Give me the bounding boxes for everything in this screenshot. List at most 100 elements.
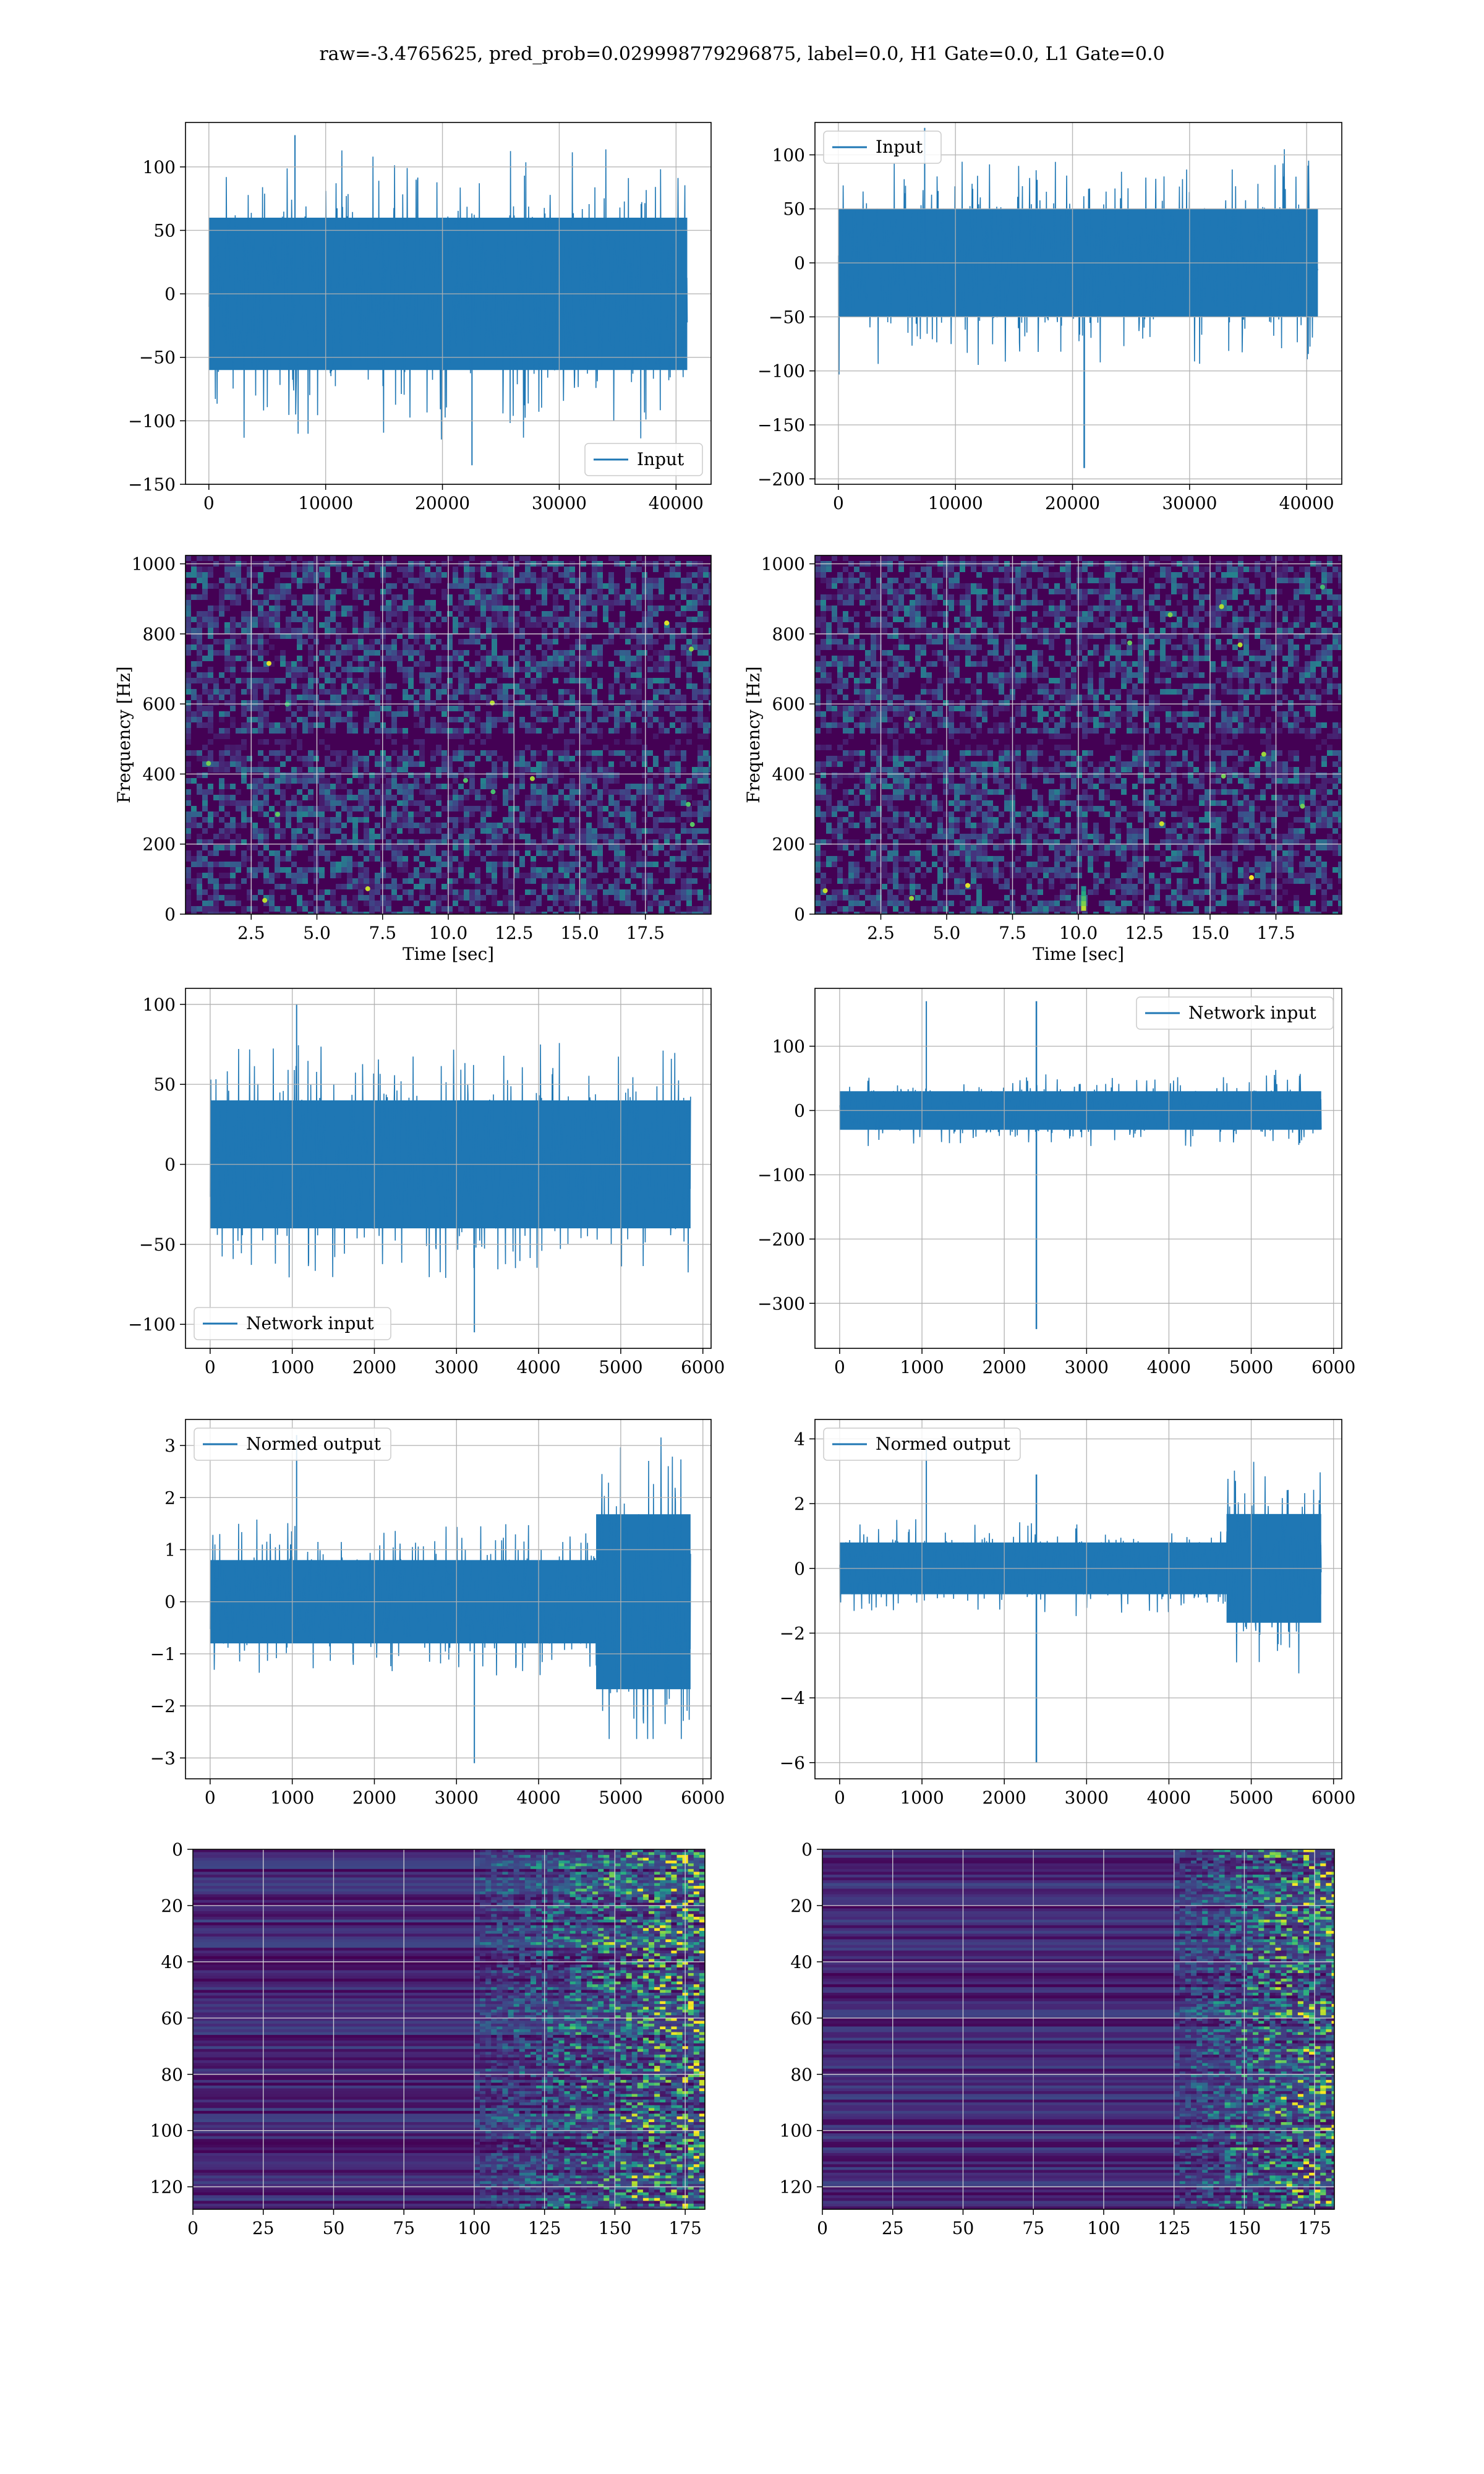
x-tick-label: 12.5 (495, 923, 533, 943)
heatmap-cell (1243, 650, 1249, 656)
heatmap-cell (236, 644, 241, 650)
heatmap-cell (581, 706, 586, 711)
heatmap-cell (898, 644, 904, 650)
heatmap-cell (1333, 639, 1338, 644)
heatmap-cell (547, 767, 553, 773)
heatmap-cell (592, 778, 597, 784)
heatmap-cell (597, 706, 603, 711)
heatmap-cell (586, 789, 592, 795)
heatmap-cell (330, 611, 336, 617)
heatmap-cell (608, 661, 614, 667)
heatmap-cell (441, 873, 447, 878)
heatmap-cell (475, 895, 480, 901)
heatmap-cell (1294, 589, 1299, 594)
heatmap-cell (525, 722, 531, 728)
heatmap-cell (441, 644, 447, 650)
heatmap-cell (871, 672, 876, 678)
heatmap-cell (625, 789, 631, 795)
heatmap-cell (241, 850, 247, 856)
heatmap-cell (408, 633, 414, 639)
heatmap-cell (380, 862, 386, 867)
heatmap-cell (330, 773, 336, 778)
heatmap-cell (208, 850, 213, 856)
heatmap-cell (425, 633, 430, 639)
heatmap-cell (564, 594, 569, 600)
heatmap-cell (286, 773, 291, 778)
heatmap-cell (269, 889, 275, 895)
heatmap-cell (224, 767, 230, 773)
heatmap-cell (291, 700, 297, 706)
heatmap-cell (1238, 633, 1243, 639)
heatmap-cell (286, 617, 291, 622)
heatmap-cell (208, 767, 213, 773)
heatmap-cell (581, 650, 586, 656)
heatmap-cell (915, 644, 921, 650)
heatmap-cell (1060, 606, 1065, 611)
heatmap-cell (464, 678, 469, 683)
heatmap-cell (358, 667, 364, 672)
heatmap-cell (647, 633, 653, 639)
heatmap-cell (620, 667, 625, 672)
heatmap-cell (297, 739, 302, 745)
heatmap-cell (419, 689, 425, 695)
heatmap-cell (197, 672, 202, 678)
heatmap-cell (647, 578, 653, 583)
heatmap-cell (575, 873, 581, 878)
heatmap-cell (614, 555, 620, 561)
heatmap-cell (208, 622, 213, 628)
heatmap-cell (1004, 672, 1010, 678)
heatmap-cell (564, 756, 569, 761)
heatmap-cell (302, 906, 308, 912)
heatmap-cell (230, 867, 236, 873)
heatmap-cell (697, 856, 703, 862)
heatmap-cell (286, 633, 291, 639)
heatmap-cell (542, 695, 547, 700)
heatmap-cell (419, 823, 425, 828)
heatmap-cell (675, 728, 681, 734)
heatmap-cell (647, 901, 653, 906)
heatmap-cell (1266, 594, 1271, 600)
heatmap-cell (542, 656, 547, 661)
heatmap-cell (1249, 667, 1255, 672)
heatmap-cell (569, 578, 575, 583)
heatmap-cell (247, 895, 252, 901)
heatmap-cell (1104, 644, 1110, 650)
heatmap-cell (1193, 567, 1199, 572)
heatmap-cell (275, 789, 280, 795)
heatmap-cell (419, 862, 425, 867)
heatmap-cell (275, 700, 280, 706)
heatmap-cell (1110, 611, 1115, 617)
heatmap-cell (631, 633, 636, 639)
heatmap-cell (325, 606, 330, 611)
heatmap-cell (391, 767, 397, 773)
heatmap-cell (597, 683, 603, 689)
heatmap-cell (358, 850, 364, 856)
heatmap-cell (859, 594, 865, 600)
heatmap-cell (336, 600, 341, 606)
heatmap-cell (291, 567, 297, 572)
heatmap-cell (954, 600, 960, 606)
heatmap-cell (1277, 555, 1282, 561)
heatmap-cell (664, 695, 670, 700)
heatmap-cell (369, 722, 375, 728)
heatmap-cell (581, 884, 586, 889)
heatmap-cell (603, 767, 608, 773)
heatmap-cell (859, 572, 865, 578)
heatmap-cell (631, 628, 636, 633)
heatmap-cell (1282, 667, 1288, 672)
heatmap-cell (436, 800, 441, 806)
heatmap-cell (1015, 567, 1021, 572)
heatmap-cell (414, 650, 419, 656)
heatmap-cell (581, 834, 586, 839)
heatmap-cell (247, 817, 252, 823)
heatmap-cell (380, 594, 386, 600)
series-line (208, 149, 688, 440)
heatmap-cell (503, 901, 508, 906)
heatmap-cell (219, 689, 224, 695)
heatmap-cell (603, 594, 608, 600)
heatmap-cell (525, 700, 531, 706)
heatmap-cell (1149, 600, 1154, 606)
heatmap-cell (647, 700, 653, 706)
heatmap-cell (397, 811, 403, 817)
heatmap-cell (837, 644, 843, 650)
